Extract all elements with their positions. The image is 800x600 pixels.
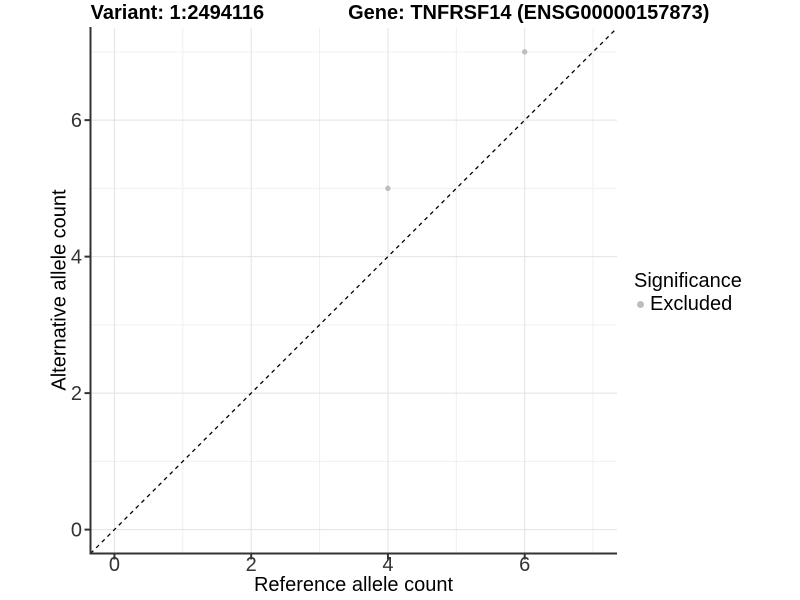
y-tick-label: 6 bbox=[71, 110, 82, 132]
identity-dashed-line bbox=[90, 27, 618, 554]
x-tick-label: 0 bbox=[109, 554, 120, 576]
y-tick-label: 4 bbox=[71, 247, 82, 269]
x-axis-title: Reference allele count bbox=[253, 574, 453, 596]
legend-item-excluded: Excluded bbox=[632, 293, 742, 315]
plot-title-variant: Variant: 1:2494116 bbox=[90, 2, 265, 24]
plot-title: Variant: 1:2494116 Gene: TNFRSF14 (ENSG0… bbox=[0, 2, 800, 25]
data-point bbox=[385, 185, 391, 192]
x-tick-label: 6 bbox=[519, 554, 530, 576]
legend: Significance Excluded bbox=[632, 270, 742, 315]
legend-key-dot-icon bbox=[637, 300, 644, 308]
x-tick-label: 2 bbox=[246, 554, 257, 576]
plot-title-gene: Gene: TNFRSF14 (ENSG00000157873) bbox=[348, 2, 710, 24]
y-tick-label: 0 bbox=[71, 520, 82, 542]
y-axis-title: Alternative allele count bbox=[48, 189, 71, 391]
legend-item-label: Excluded bbox=[650, 293, 733, 315]
data-point bbox=[521, 49, 528, 55]
x-tick-label: 4 bbox=[382, 554, 393, 576]
y-tick-label: 2 bbox=[71, 383, 82, 405]
legend-title: Significance bbox=[634, 270, 742, 292]
